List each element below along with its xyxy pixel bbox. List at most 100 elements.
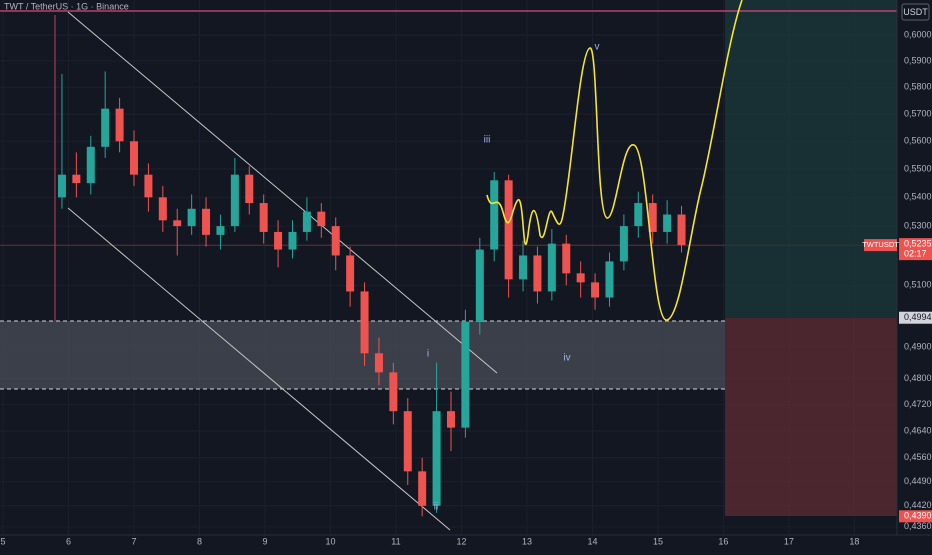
x-tick-label: 13 — [522, 536, 532, 546]
x-tick-label: 11 — [391, 536, 400, 546]
currency-label[interactable]: USDT — [903, 7, 928, 17]
x-tick-label: 8 — [197, 536, 202, 546]
wave-label: ii — [434, 502, 438, 513]
candle-body — [591, 282, 600, 298]
target-zone — [725, 0, 897, 318]
candle-body — [504, 180, 513, 280]
x-tick-label: 17 — [784, 536, 794, 546]
y-tick-label: 0,4720 — [904, 399, 932, 409]
symbol-header: TWT / TetherUS · 1G · Binance — [4, 1, 129, 11]
candle-body — [115, 108, 124, 142]
symbol-tag: TWTUSDT — [862, 240, 899, 249]
candle-body — [86, 146, 95, 184]
candle-body — [533, 255, 542, 292]
candle-body — [360, 291, 369, 354]
candle-body — [605, 261, 614, 298]
candle-body — [475, 249, 484, 323]
candles — [57, 71, 686, 517]
countdown: 02:17 — [904, 248, 927, 258]
candle-body — [576, 273, 585, 283]
candle-body — [72, 174, 81, 184]
last-price-tag: 0,5235 — [904, 238, 932, 248]
y-tick-label: 0,5600 — [904, 136, 932, 146]
candle-body — [389, 372, 398, 412]
x-tick-label: 10 — [325, 536, 335, 546]
candle-body — [57, 174, 66, 198]
candle-body — [317, 211, 326, 227]
candle-body — [216, 226, 225, 235]
candle-body — [245, 174, 254, 204]
candle-body — [346, 255, 355, 292]
wave-label: iv — [563, 353, 570, 364]
y-tick-label: 0,4800 — [904, 373, 932, 383]
candle-body — [144, 174, 153, 198]
wave-label: i — [427, 349, 429, 360]
channel-upper — [67, 11, 498, 374]
candle-body — [547, 243, 556, 292]
candle-body — [202, 208, 211, 235]
candle-body — [446, 411, 455, 428]
y-tick-label: 0,4640 — [904, 425, 932, 435]
y-tick-label: 0,5900 — [904, 55, 932, 65]
candle-body — [101, 108, 110, 147]
candle-body — [259, 203, 268, 232]
x-tick-label: 12 — [456, 536, 466, 546]
y-tick-label: 0,5700 — [904, 108, 932, 118]
price-tag-bg — [899, 510, 932, 523]
candle-body — [418, 471, 427, 506]
candle-body — [677, 214, 686, 246]
y-tick-label: 0,6000 — [904, 29, 932, 39]
x-tick-label: 18 — [849, 536, 859, 546]
y-tick-label: 0,4900 — [904, 341, 932, 351]
candle-body — [129, 141, 138, 175]
candle-body — [302, 211, 311, 232]
candle-body — [288, 231, 297, 250]
y-tick-label: 0,5500 — [904, 163, 932, 173]
candle-body — [158, 197, 167, 221]
price-tag-bg — [899, 311, 932, 324]
x-tick-label: 6 — [66, 536, 71, 546]
y-tick-label: 0,5300 — [904, 220, 932, 230]
candle-body — [663, 214, 672, 232]
x-tick-label: 16 — [718, 536, 728, 546]
currency-button[interactable] — [901, 3, 930, 21]
y-tick-label: 0,4360 — [904, 521, 932, 531]
y-tick-label: 0,4560 — [904, 452, 932, 462]
candle-body — [634, 203, 643, 227]
x-tick-label: 9 — [262, 536, 267, 546]
channel-lower — [67, 207, 451, 531]
y-tick-label: 0,4490 — [904, 476, 932, 486]
candle-body — [519, 255, 528, 280]
x-tick-label: 7 — [131, 536, 136, 546]
candle-body — [331, 226, 340, 256]
candle-body — [374, 353, 383, 373]
candle-body — [432, 411, 441, 506]
y-tick-label: 0,5400 — [904, 192, 932, 202]
wave-label: v — [595, 42, 600, 53]
time-axis — [0, 535, 932, 550]
x-tick-label: 5 — [1, 536, 6, 546]
candle-body — [461, 322, 470, 428]
candle-body — [562, 243, 571, 274]
candle-body — [187, 208, 196, 227]
price-tag: 0,4994 — [904, 312, 932, 322]
projection-path — [486, 0, 743, 321]
wave-label: iii — [484, 135, 491, 146]
candle-body — [619, 226, 628, 262]
overlay: 0,6000 0,5900 0,5800 0,5700 0,5600 0,5500 0,54… — [1, 29, 932, 546]
y-tick-label: 0,4420 — [904, 500, 932, 510]
last-price-tag-bg — [899, 238, 932, 261]
candle-body — [490, 180, 499, 250]
symbol-tag-bg — [864, 239, 897, 252]
x-tick-label: 14 — [587, 536, 597, 546]
candle-body — [403, 411, 412, 472]
candle-body — [648, 203, 657, 232]
candle-body — [173, 220, 182, 227]
price-axis — [897, 0, 932, 550]
y-tick-label: 0,5100 — [904, 280, 932, 290]
y-tick-label: 0,5800 — [904, 82, 932, 92]
price-tag: 0,4390 — [904, 511, 932, 521]
stop-zone — [725, 318, 897, 516]
candle-body — [230, 174, 239, 227]
